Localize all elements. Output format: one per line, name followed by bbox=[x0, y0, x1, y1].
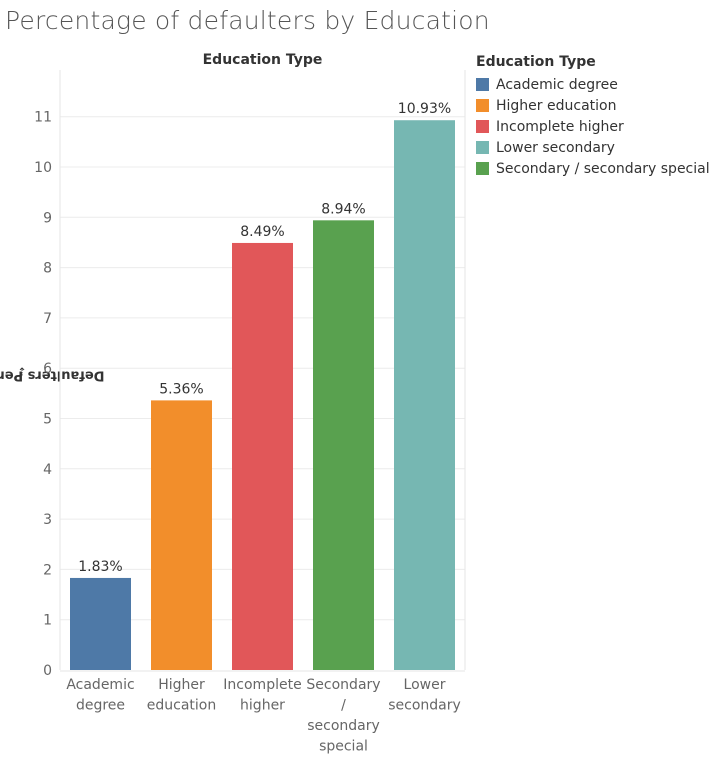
y-tick-label: 7 bbox=[43, 311, 52, 327]
column-header: Education Type bbox=[202, 52, 323, 68]
x-tick-label: Higher bbox=[158, 677, 205, 693]
data-label: 5.36% bbox=[159, 381, 203, 397]
data-label: 10.93% bbox=[398, 101, 451, 117]
legend-item[interactable]: Higher education bbox=[476, 95, 710, 116]
x-tick-label: Lower bbox=[404, 677, 446, 693]
bar bbox=[232, 242, 293, 670]
legend-swatch bbox=[476, 141, 489, 154]
y-tick-label: 3 bbox=[43, 512, 52, 528]
legend-item[interactable]: Lower secondary bbox=[476, 137, 710, 158]
legend-title: Education Type bbox=[476, 54, 596, 70]
legend-swatch bbox=[476, 120, 489, 133]
y-tick-label: 8 bbox=[43, 261, 52, 277]
x-tick-label: Secondary bbox=[306, 677, 380, 693]
legend-label: Secondary / secondary special bbox=[496, 160, 710, 177]
y-tick-label: 2 bbox=[43, 562, 52, 578]
y-tick-label: 5 bbox=[43, 412, 52, 428]
y-tick-label: 1 bbox=[43, 613, 52, 629]
y-tick-label: 6 bbox=[43, 361, 52, 377]
y-tick-label: 0 bbox=[43, 663, 52, 679]
legend-label: Higher education bbox=[496, 97, 617, 114]
legend-label: Lower secondary bbox=[496, 139, 615, 156]
legend-swatch bbox=[476, 78, 489, 91]
data-label: 8.94% bbox=[321, 201, 365, 217]
bar bbox=[313, 220, 374, 670]
y-tick-label: 10 bbox=[34, 160, 52, 176]
legend-item[interactable]: Secondary / secondary special bbox=[476, 158, 710, 179]
x-tick-label: education bbox=[147, 698, 216, 714]
legend-items: Academic degree Higher education Incomplet… bbox=[476, 74, 710, 179]
x-tick-label: / bbox=[341, 698, 346, 714]
bar bbox=[394, 120, 455, 670]
data-label: 1.83% bbox=[78, 559, 122, 575]
x-tick-label: special bbox=[319, 739, 368, 755]
y-tick-label: 11 bbox=[34, 110, 52, 126]
y-tick-label: 9 bbox=[43, 210, 52, 226]
x-tick-label: higher bbox=[240, 698, 285, 714]
data-label: 8.49% bbox=[240, 224, 284, 240]
bar bbox=[70, 577, 131, 670]
x-tick-label: secondary bbox=[388, 698, 461, 714]
x-tick-label: secondary bbox=[307, 718, 380, 734]
bar bbox=[151, 400, 212, 670]
x-tick-label: Academic bbox=[66, 677, 134, 693]
x-tick-label: Incomplete bbox=[223, 677, 301, 693]
legend-swatch bbox=[476, 99, 489, 112]
legend-item[interactable]: Academic degree bbox=[476, 74, 710, 95]
y-tick-label: 4 bbox=[43, 462, 52, 478]
legend-label: Incomplete higher bbox=[496, 118, 624, 135]
x-tick-label: degree bbox=[76, 698, 125, 714]
legend-item[interactable]: Incomplete higher bbox=[476, 116, 710, 137]
legend-label: Academic degree bbox=[496, 76, 618, 93]
legend-swatch bbox=[476, 162, 489, 175]
legend: Education Type Academic degree Higher edu… bbox=[476, 54, 710, 179]
chart-title: Percentage of defaulters by Education bbox=[5, 6, 490, 35]
